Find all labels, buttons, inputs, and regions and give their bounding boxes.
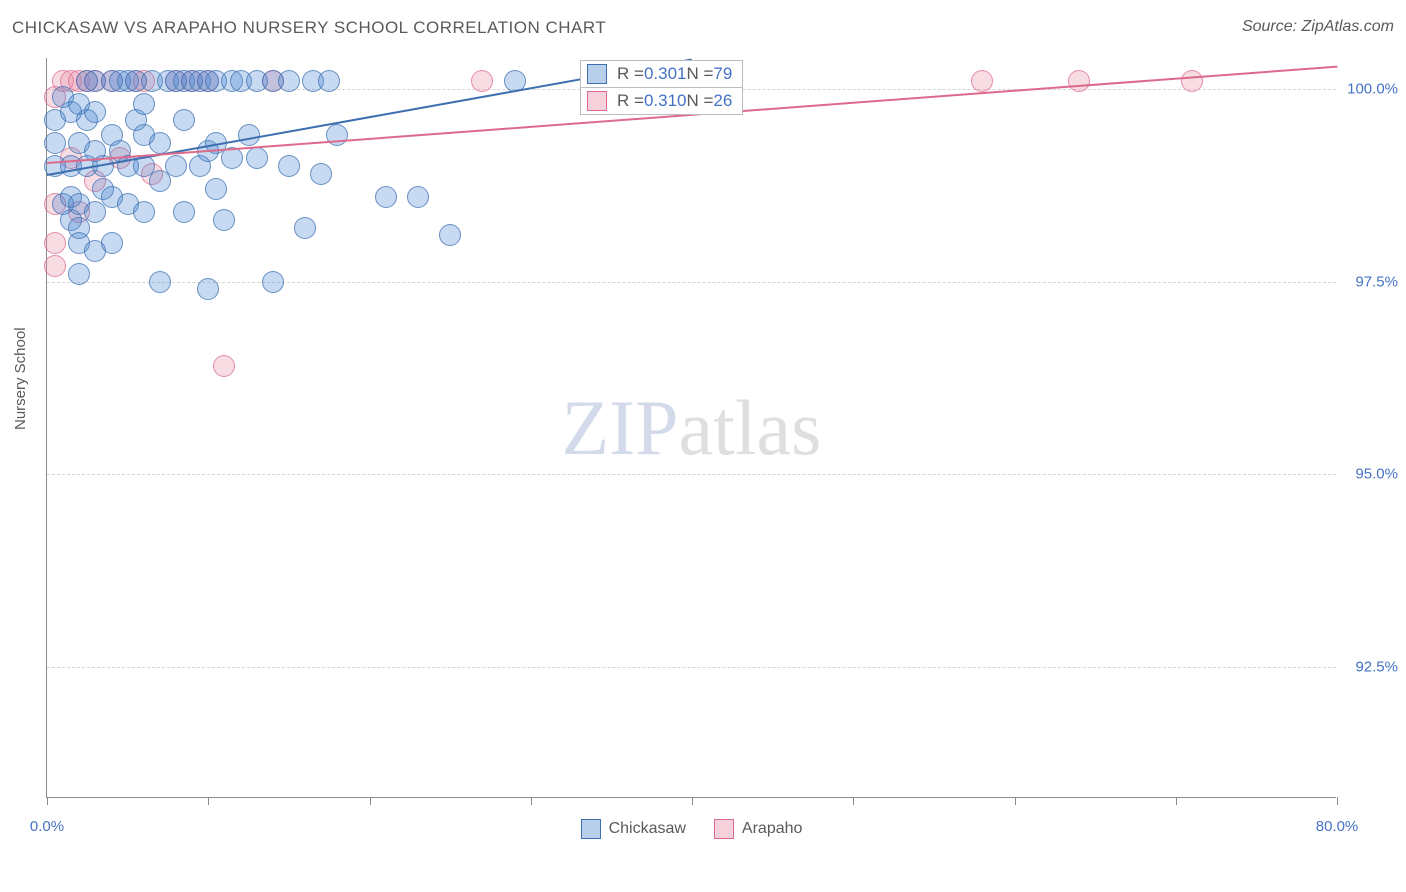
stat-r-value: 0.310	[644, 91, 687, 111]
data-point	[173, 109, 195, 131]
watermark-atlas: atlas	[679, 384, 822, 471]
y-tick-label: 92.5%	[1340, 658, 1398, 675]
data-point	[149, 132, 171, 154]
data-point	[173, 201, 195, 223]
data-point	[44, 132, 66, 154]
y-tick-label: 97.5%	[1340, 273, 1398, 290]
data-point	[1181, 70, 1203, 92]
stat-n-value: 79	[713, 64, 732, 84]
legend-label: Arapaho	[742, 820, 803, 838]
data-point	[278, 70, 300, 92]
data-point	[471, 70, 493, 92]
data-point	[149, 271, 171, 293]
swatch-icon	[581, 819, 601, 839]
stats-row: R = 0.301 N = 79	[580, 60, 743, 88]
y-tick-label: 95.0%	[1340, 466, 1398, 483]
x-tick	[1337, 797, 1338, 805]
gridline	[47, 667, 1336, 668]
data-point	[310, 163, 332, 185]
x-tick-label: 0.0%	[30, 818, 64, 835]
legend-item: Chickasaw	[581, 819, 686, 839]
data-point	[1068, 70, 1090, 92]
stats-row: R = 0.310 N = 26	[580, 87, 743, 115]
gridline	[47, 282, 1336, 283]
data-point	[133, 201, 155, 223]
data-point	[407, 186, 429, 208]
data-point	[101, 232, 123, 254]
x-tick	[1015, 797, 1016, 805]
x-tick	[531, 797, 532, 805]
legend: Chickasaw Arapaho	[47, 819, 1336, 839]
x-tick	[370, 797, 371, 805]
data-point	[133, 93, 155, 115]
x-tick	[853, 797, 854, 805]
plot-area: ZIPatlas ChickasawArapaho 92.5%95.0%97.5…	[46, 58, 1336, 798]
x-tick	[208, 797, 209, 805]
stat-n-value: 26	[713, 91, 732, 111]
stats-box: R = 0.301 N = 79R = 0.310 N = 26	[580, 61, 743, 115]
y-axis-label: Nursery School	[12, 327, 29, 430]
x-tick-label: 80.0%	[1316, 818, 1359, 835]
data-point	[68, 263, 90, 285]
stat-r-label: R =	[617, 64, 644, 84]
swatch-icon	[587, 64, 607, 84]
data-point	[205, 178, 227, 200]
watermark: ZIPatlas	[562, 383, 822, 473]
data-point	[278, 155, 300, 177]
stat-n-label: N =	[686, 64, 713, 84]
x-tick	[47, 797, 48, 805]
data-point	[262, 271, 284, 293]
data-point	[44, 232, 66, 254]
x-tick	[1176, 797, 1177, 805]
data-point	[238, 124, 260, 146]
swatch-icon	[714, 819, 734, 839]
data-point	[44, 255, 66, 277]
data-point	[318, 70, 340, 92]
stat-r-label: R =	[617, 91, 644, 111]
data-point	[213, 355, 235, 377]
data-point	[84, 101, 106, 123]
data-point	[971, 70, 993, 92]
chart-title: CHICKASAW VS ARAPAHO NURSERY SCHOOL CORR…	[12, 18, 606, 38]
stat-r-value: 0.301	[644, 64, 687, 84]
y-tick-label: 100.0%	[1340, 80, 1398, 97]
x-tick	[692, 797, 693, 805]
data-point	[165, 155, 187, 177]
swatch-icon	[587, 91, 607, 111]
data-point	[294, 217, 316, 239]
data-point	[213, 209, 235, 231]
data-point	[197, 278, 219, 300]
legend-label: Chickasaw	[609, 820, 686, 838]
data-point	[246, 147, 268, 169]
source-label: Source: ZipAtlas.com	[1242, 18, 1394, 36]
data-point	[439, 224, 461, 246]
gridline	[47, 474, 1336, 475]
legend-item: Arapaho	[714, 819, 803, 839]
watermark-zip: ZIP	[562, 384, 679, 471]
stat-n-label: N =	[686, 91, 713, 111]
data-point	[375, 186, 397, 208]
